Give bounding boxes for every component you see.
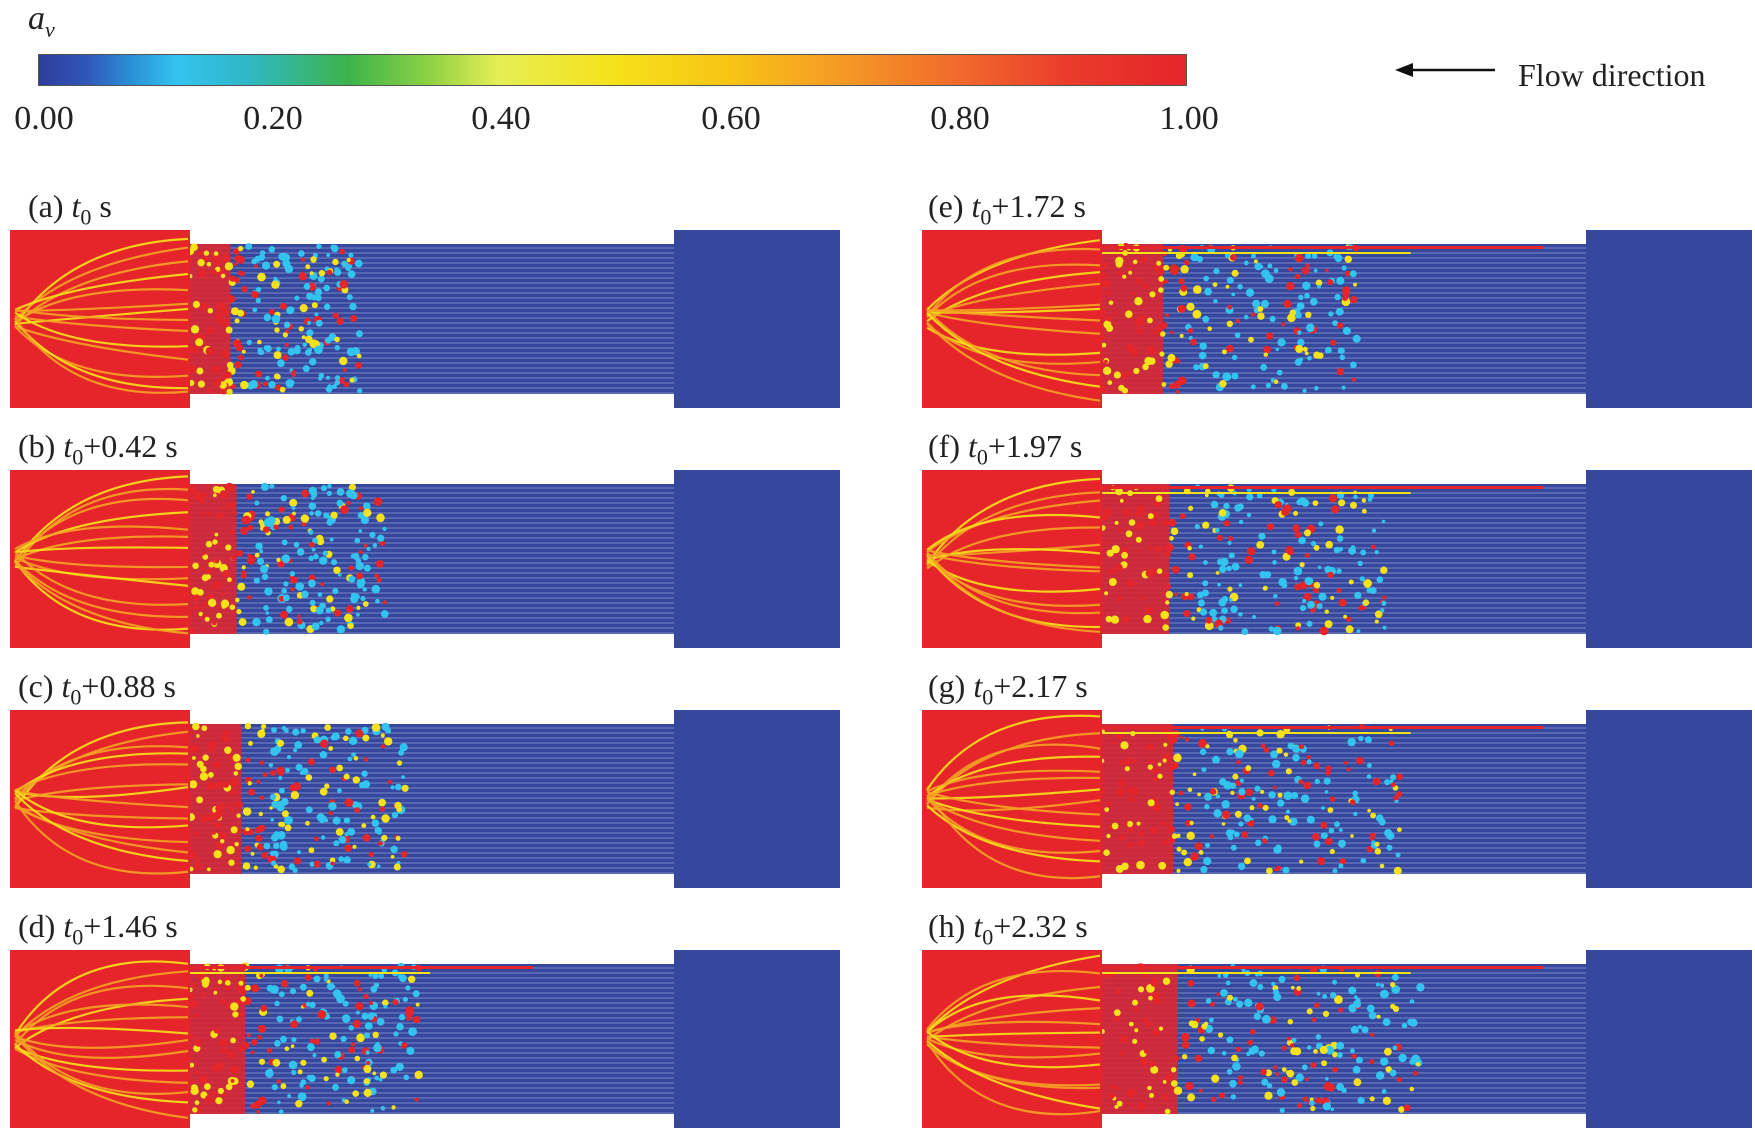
two-phase-region xyxy=(1100,963,1543,1115)
panel-label-b: (b) t0+0.42 s xyxy=(18,428,178,470)
outlet-chamber xyxy=(674,470,840,648)
two-phase-region xyxy=(187,722,409,874)
two-phase-region xyxy=(1099,723,1543,875)
simulation-panel-a xyxy=(10,230,840,408)
outlet-chamber xyxy=(674,710,840,888)
two-phase-region xyxy=(1100,484,1543,636)
colorbar-tick: 0.60 xyxy=(701,100,761,137)
simulation-panel-d xyxy=(10,950,840,1128)
flow-direction-label: Flow direction xyxy=(1518,57,1706,93)
tube-bundle xyxy=(1102,484,1592,634)
panel-label-c: (c) t0+0.88 s xyxy=(18,668,176,710)
tube-bundle xyxy=(1102,724,1592,874)
left-arrow-icon xyxy=(1395,63,1495,77)
two-phase-region xyxy=(187,962,533,1115)
inlet-chamber xyxy=(10,710,190,888)
simulation-panel-b xyxy=(10,470,840,648)
outlet-chamber xyxy=(1586,950,1752,1128)
two-phase-region xyxy=(187,482,389,635)
colorbar-tick: 0.40 xyxy=(471,100,531,137)
simulation-panel-h xyxy=(922,950,1752,1128)
panel-label-f: (f) t0+1.97 s xyxy=(928,428,1083,470)
panel-label-d: (d) t0+1.46 s xyxy=(18,908,178,950)
inlet-chamber xyxy=(922,710,1102,888)
inlet-chamber xyxy=(10,470,190,648)
inlet-chamber xyxy=(10,230,190,408)
colorbar-title: av xyxy=(28,0,55,42)
panel-label-a: (a) t0 s xyxy=(28,188,112,230)
inlet-chamber xyxy=(922,950,1102,1128)
panel-label-g: (g) t0+2.17 s xyxy=(928,668,1088,710)
two-phase-region xyxy=(1098,242,1543,394)
simulation-panel-f xyxy=(922,470,1752,648)
colorbar-tick: 0.20 xyxy=(243,100,303,137)
tube-bundle xyxy=(190,484,680,634)
colorbar-tick: 1.00 xyxy=(1159,100,1219,137)
simulation-panel-e xyxy=(922,230,1752,408)
tube-bundle xyxy=(190,964,680,1114)
outlet-chamber xyxy=(1586,230,1752,408)
simulation-panel-c xyxy=(10,710,840,888)
panel-label-e: (e) t0+1.72 s xyxy=(928,188,1086,230)
inlet-chamber xyxy=(10,950,190,1128)
colorbar xyxy=(38,54,1187,86)
outlet-chamber xyxy=(674,950,840,1128)
colorbar-tick: 0.80 xyxy=(930,100,990,137)
outlet-chamber xyxy=(1586,470,1752,648)
panel-label-h: (h) t0+2.32 s xyxy=(928,908,1088,950)
two-phase-region xyxy=(186,243,363,396)
inlet-chamber xyxy=(922,230,1102,408)
outlet-chamber xyxy=(674,230,840,408)
outlet-chamber xyxy=(1586,710,1752,888)
simulation-panel-g xyxy=(922,710,1752,888)
colorbar-tick: 0.00 xyxy=(14,100,74,137)
inlet-chamber xyxy=(922,470,1102,648)
